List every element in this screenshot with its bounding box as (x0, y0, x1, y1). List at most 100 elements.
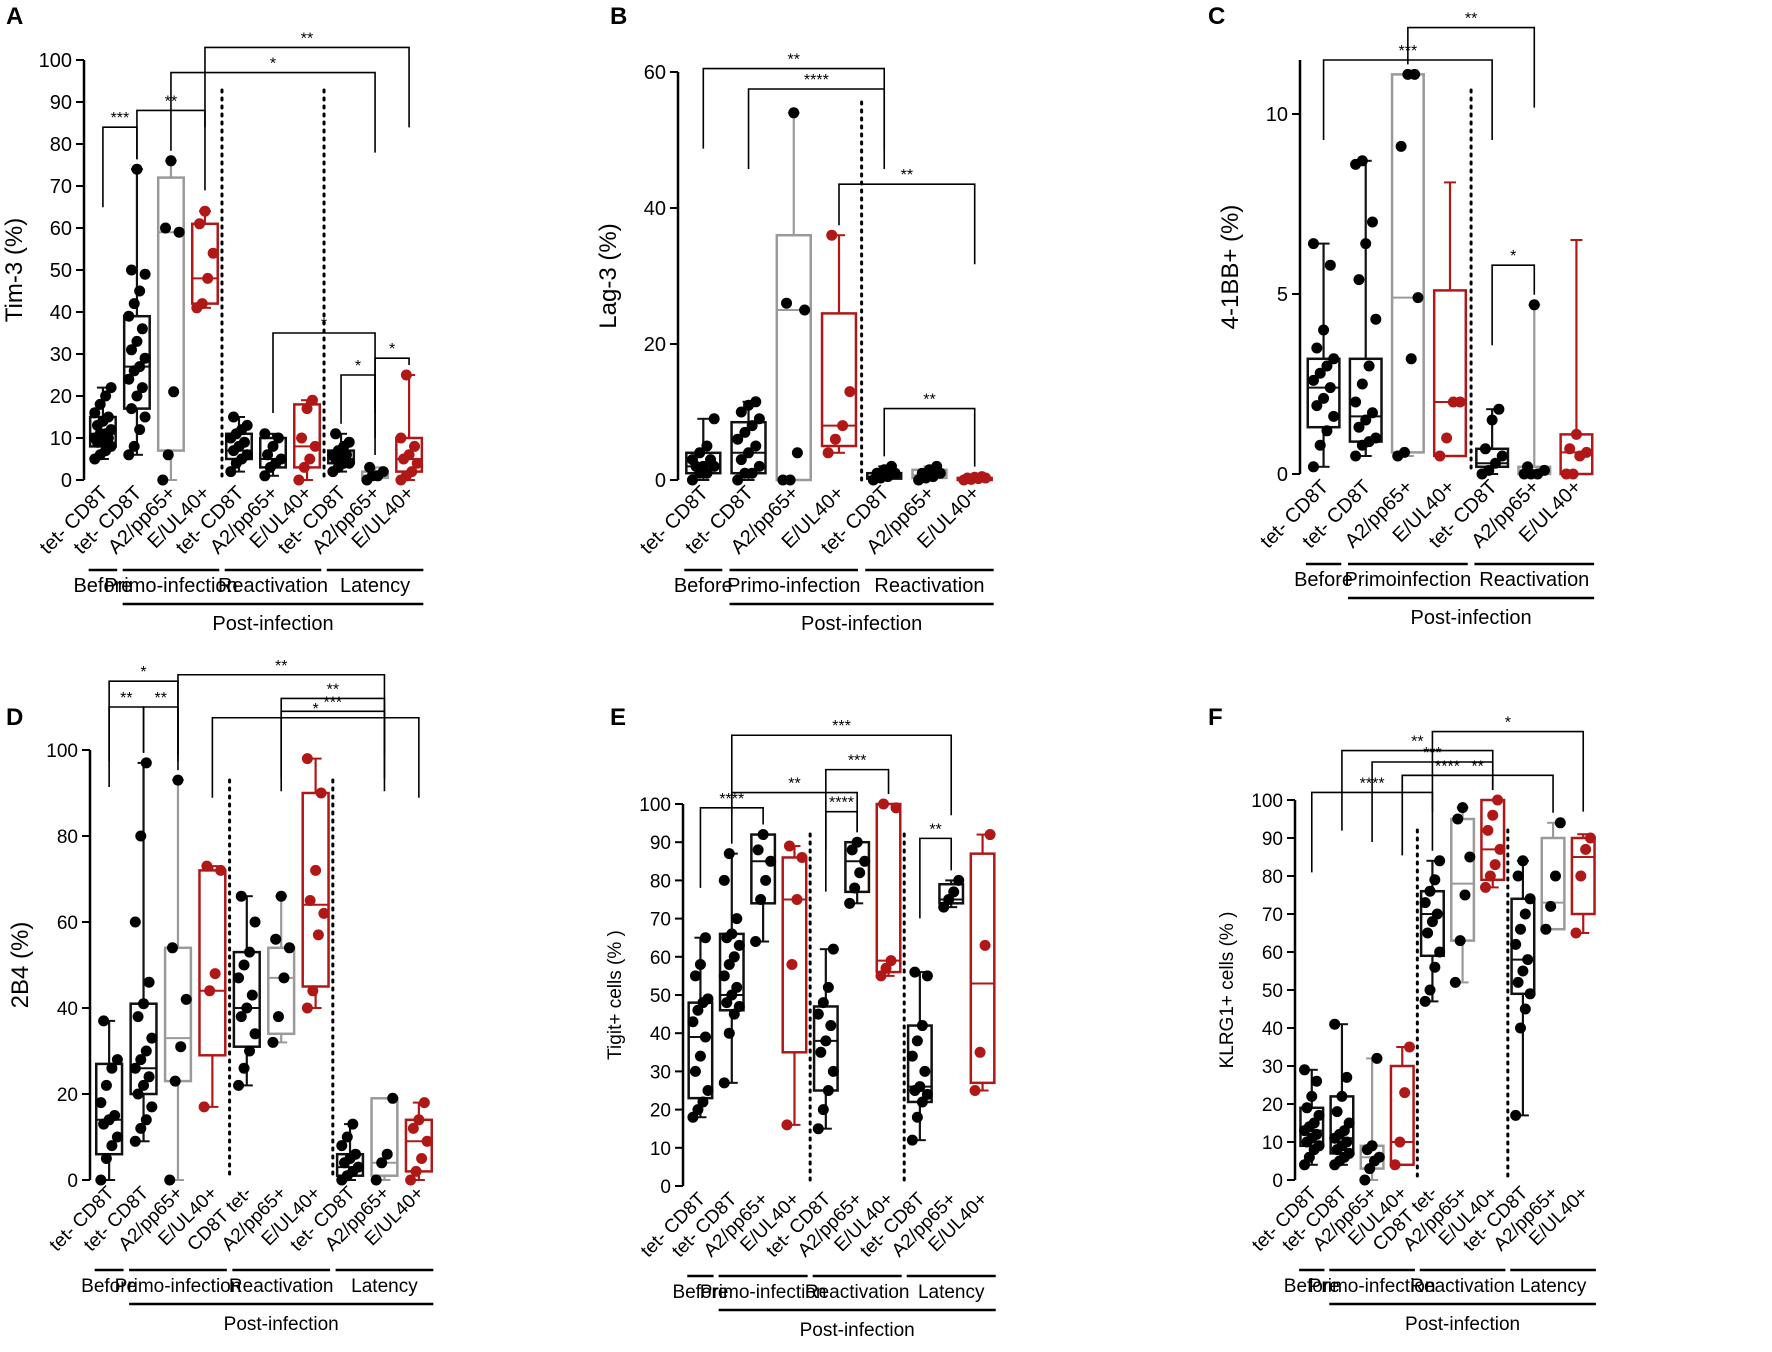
data-point (160, 222, 172, 234)
significance-bracket (825, 768, 890, 850)
data-point (1514, 923, 1526, 935)
post-infection-label: Post-infection (1410, 607, 1531, 629)
y-tick-label: 100 (39, 50, 72, 72)
data-point (140, 1045, 152, 1057)
group-label: Latency (340, 575, 410, 597)
data-point (1459, 889, 1471, 901)
data-point (1512, 870, 1524, 882)
data-point (702, 993, 714, 1005)
box (156, 176, 185, 452)
data-point (791, 894, 803, 905)
data-point (204, 985, 216, 997)
data-point (752, 844, 764, 856)
data-point (969, 1085, 981, 1096)
data-point (1307, 461, 1319, 473)
data-point (1353, 274, 1365, 286)
group-label: Latency (1520, 1276, 1587, 1297)
data-point (984, 829, 996, 841)
post-infection-label: Post-infection (224, 1314, 339, 1335)
data-point (123, 373, 135, 385)
data-point (134, 424, 146, 436)
data-point (198, 1101, 210, 1113)
y-tick-label: 20 (1262, 1095, 1283, 1116)
data-point (750, 396, 762, 408)
data-point (705, 454, 717, 466)
data-point (702, 1085, 714, 1096)
data-point (1514, 1022, 1526, 1034)
significance-label: ** (275, 658, 287, 675)
data-point (95, 1097, 107, 1109)
data-point (760, 874, 772, 886)
data-point (102, 411, 114, 423)
data-point (405, 1174, 417, 1186)
data-point (953, 874, 965, 886)
data-point (1434, 946, 1446, 958)
data-point (974, 1046, 986, 1058)
data-point (911, 1035, 923, 1047)
data-point (851, 836, 863, 848)
data-point (1331, 1106, 1343, 1118)
data-point (1449, 976, 1461, 988)
data-point (1564, 443, 1576, 455)
group-label: Primo-infection (104, 575, 237, 597)
data-point (911, 1111, 923, 1123)
data-point (123, 310, 135, 322)
data-point (249, 916, 261, 928)
y-tick-label: 30 (650, 1062, 671, 1083)
significance-bracket (1431, 730, 1585, 812)
data-point (723, 1027, 735, 1039)
data-point (854, 867, 866, 879)
data-point (259, 470, 271, 482)
y-tick-label: 40 (644, 198, 666, 220)
data-point (1313, 1140, 1325, 1152)
data-point (916, 1020, 928, 1032)
data-point (105, 440, 117, 452)
data-point (1457, 802, 1469, 814)
data-point (1324, 259, 1336, 271)
data-point (125, 264, 137, 276)
y-tick-label: 10 (1262, 1133, 1283, 1154)
data-point (1519, 908, 1531, 920)
box (267, 946, 296, 1036)
significance-label: *** (832, 718, 851, 735)
significance-label: ** (923, 392, 935, 409)
data-point (138, 1079, 150, 1091)
data-point (694, 1050, 706, 1062)
data-point (1464, 851, 1476, 863)
y-tick-label: 60 (644, 62, 666, 84)
data-point (225, 466, 237, 478)
data-point (421, 1135, 433, 1147)
data-point (757, 829, 769, 841)
data-point (283, 942, 295, 954)
data-point (418, 1097, 430, 1109)
significance-bracket (280, 710, 386, 792)
data-point (689, 970, 701, 982)
significance-bracket (211, 716, 420, 798)
post-infection-label: Post-infection (1405, 1314, 1520, 1335)
data-point (136, 323, 148, 335)
y-tick-label: 70 (650, 910, 671, 931)
data-point (166, 942, 178, 954)
data-point (129, 916, 141, 928)
data-point (249, 1028, 261, 1040)
y-tick-label: 0 (1277, 464, 1288, 486)
y-tick-label: 10 (650, 1139, 671, 1160)
data-point (1512, 976, 1524, 988)
y-tick-label: 50 (650, 986, 671, 1007)
data-point (1409, 68, 1421, 80)
data-point (1405, 353, 1417, 365)
group-label: Reactivation (1479, 569, 1589, 591)
y-tick-label: 80 (1262, 867, 1283, 888)
box (1390, 73, 1425, 454)
y-tick-label: 70 (1262, 905, 1283, 926)
data-point (196, 298, 208, 310)
data-point (275, 453, 287, 465)
data-point (784, 474, 796, 486)
data-point (135, 830, 147, 842)
group-label: Primo-infection (115, 1276, 242, 1297)
y-tick-label: 20 (57, 1085, 78, 1106)
data-point (105, 382, 117, 394)
data-point (1454, 396, 1466, 408)
data-point (815, 1046, 827, 1058)
